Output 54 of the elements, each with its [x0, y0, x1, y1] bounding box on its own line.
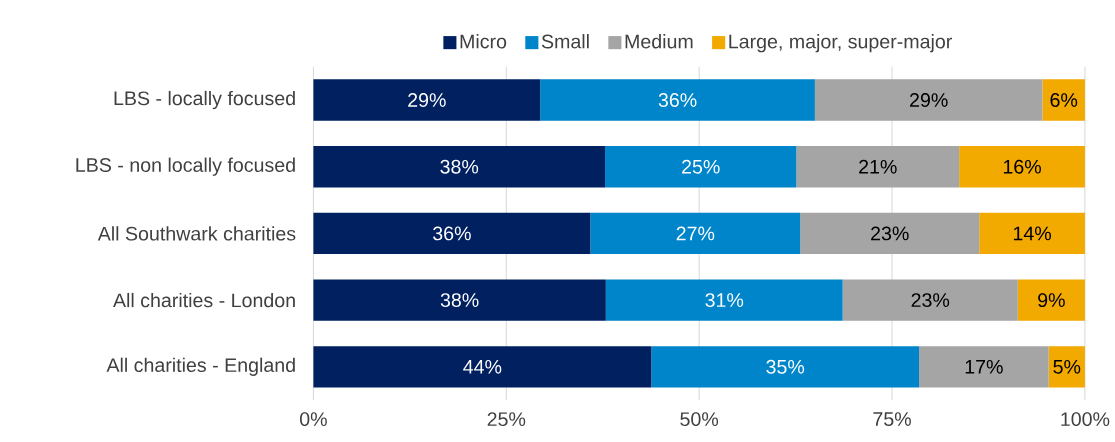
data-label: 16%	[1003, 159, 1041, 174]
bar	[590, 212, 801, 255]
bar	[605, 279, 843, 321]
x-tick-label: 50%	[680, 412, 719, 427]
bar	[313, 79, 541, 121]
bar	[842, 279, 1018, 321]
bar	[313, 346, 652, 388]
x-tick-label: 75%	[873, 412, 911, 426]
data-label: 21%	[859, 159, 897, 174]
legend-label: Medium	[625, 34, 693, 49]
legend-label: Micro	[460, 34, 507, 49]
data-label: 17%	[965, 359, 1003, 374]
data-label: 35%	[766, 359, 805, 374]
bar	[1017, 279, 1085, 321]
data-label: 36%	[658, 93, 697, 107]
bar	[540, 79, 815, 121]
data-label: 14%	[1013, 226, 1051, 241]
bar	[651, 346, 920, 388]
data-label: 29%	[910, 93, 948, 107]
data-label: 6%	[1050, 93, 1078, 107]
bar	[1042, 79, 1085, 121]
data-label: 38%	[440, 293, 479, 308]
data-label: 25%	[682, 159, 720, 174]
bar	[919, 346, 1049, 388]
bar	[313, 146, 606, 188]
legend-label: Small	[541, 34, 589, 49]
data-label: 27%	[676, 226, 715, 241]
data-label: 9%	[1038, 293, 1065, 308]
data-label: 36%	[433, 226, 471, 241]
bar	[1048, 346, 1085, 388]
bar	[313, 279, 606, 321]
data-label: 38%	[440, 159, 479, 174]
y-tick-label: LBS - non locally focused	[76, 157, 295, 176]
bar	[796, 146, 960, 188]
y-tick-label: All charities - London	[113, 292, 295, 308]
bar	[800, 212, 980, 255]
data-label: 5%	[1053, 359, 1081, 374]
x-tick-label: 25%	[487, 412, 526, 427]
bar	[605, 146, 797, 188]
bar	[959, 146, 1085, 188]
data-label: 44%	[463, 359, 502, 374]
data-label: 31%	[705, 293, 744, 308]
bar	[814, 79, 1043, 121]
data-label: 29%	[408, 93, 446, 107]
data-label: 23%	[871, 226, 909, 241]
bar	[979, 212, 1085, 255]
y-tick-label: All charities - England	[106, 357, 295, 376]
bar	[313, 212, 591, 255]
x-tick-label: 0%	[299, 412, 327, 427]
x-tick-label: 100%	[1061, 412, 1110, 427]
y-tick-label: LBS - locally focused	[114, 90, 295, 110]
legend-label: Large, major, super-major	[729, 34, 952, 53]
data-label: 23%	[911, 293, 950, 308]
y-tick-label: All Southwark charities	[97, 226, 296, 241]
